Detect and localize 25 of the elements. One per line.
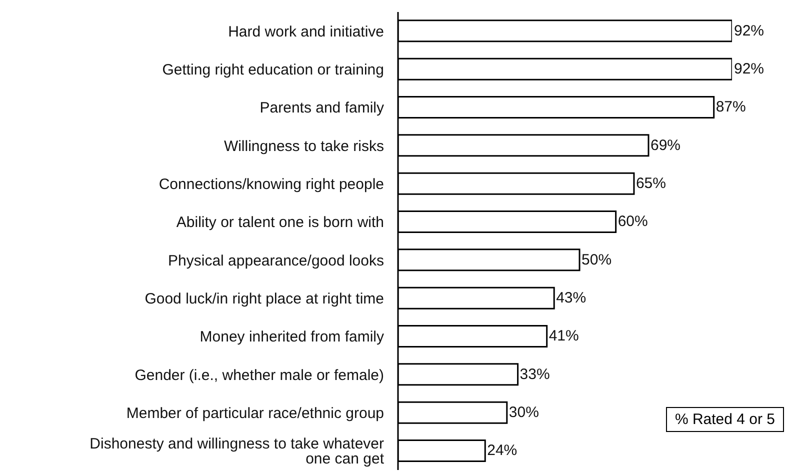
y-tick-label: Willingness to take risks <box>224 138 384 155</box>
y-tick-label: Money inherited from family <box>200 328 384 346</box>
y-tick-label: Member of particular race/ethnic group <box>126 405 384 422</box>
data-label: 50% <box>582 251 612 268</box>
data-label: 41% <box>548 328 579 345</box>
data-label: 69% <box>650 136 681 154</box>
data-label: 60% <box>618 213 648 230</box>
data-label: 92% <box>734 22 764 40</box>
data-label: 65% <box>636 175 666 192</box>
data-label: 33% <box>520 366 550 383</box>
data-label: 24% <box>487 442 518 460</box>
y-tick-label: Parents and family <box>260 100 384 117</box>
y-tick-label: Good luck/in right place at right time <box>144 290 384 308</box>
data-label: 30% <box>508 404 539 422</box>
y-tick-label: Dishonesty and willingness to take whatever one can get <box>90 436 385 468</box>
y-tick-label: Gender (i.e., whether male or female) <box>134 366 384 384</box>
annotation: % Rated 4 or 5 <box>666 407 784 432</box>
data-label: 92% <box>734 60 764 78</box>
data-label: 87% <box>716 98 746 116</box>
y-tick-label: Physical appearance/good looks <box>168 252 384 270</box>
y-tick-label: Hard work and initiative <box>228 23 384 40</box>
y-tick-label: Ability or talent one is born with <box>176 214 384 232</box>
data-label: 43% <box>556 290 586 307</box>
y-tick-label: Connections/knowing right people <box>158 176 384 194</box>
y-tick-label: Getting right education or training <box>162 62 384 79</box>
